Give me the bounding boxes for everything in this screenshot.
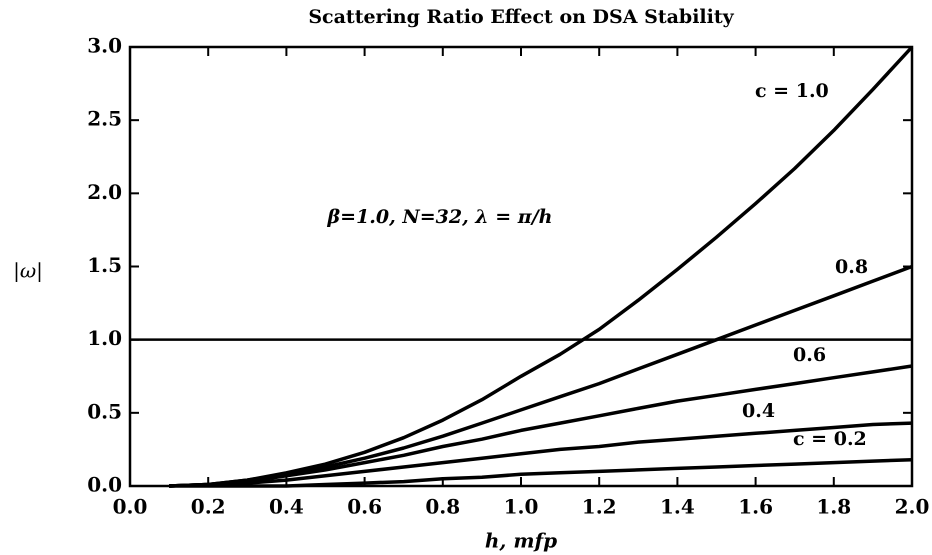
- x-tick-label: 0.0: [113, 495, 148, 519]
- series-label: c = 1.0: [755, 80, 829, 102]
- series-line: [169, 421, 913, 488]
- y-tick-label: 2.5: [87, 107, 122, 131]
- x-tick-label: 0.2: [191, 495, 226, 519]
- x-tick-label: 1.0: [504, 495, 539, 519]
- x-tick-label: 0.6: [347, 495, 382, 519]
- series-line: [169, 457, 913, 488]
- series-label: c = 0.2: [793, 428, 867, 450]
- y-tick-label: 3.0: [87, 34, 122, 58]
- series-label: 0.8: [835, 256, 868, 278]
- y-tick-label: 1.0: [87, 326, 122, 350]
- chart-title: Scattering Ratio Effect on DSA Stability: [308, 6, 734, 28]
- series-line: [169, 364, 913, 488]
- y-axis-label: |ω|: [13, 259, 43, 284]
- y-tick-label: 2.0: [87, 180, 122, 204]
- y-tick-label: 0.0: [87, 473, 122, 497]
- series-line: [169, 45, 914, 488]
- x-tick-label: 1.8: [816, 495, 851, 519]
- y-tick-label: 0.5: [87, 399, 122, 423]
- x-tick-label: 1.6: [738, 495, 773, 519]
- annotation: β=1.0, N=32, λ = π/h: [327, 206, 553, 228]
- y-tick-label: 1.5: [87, 253, 122, 277]
- x-axis-label: h, mfp: [485, 529, 557, 553]
- series-label: 0.6: [793, 344, 826, 366]
- x-tick-label: 0.4: [269, 495, 304, 519]
- x-tick-label: 0.8: [425, 495, 460, 519]
- x-tick-label: 1.4: [660, 495, 695, 519]
- plot-frame: [128, 45, 914, 488]
- x-tick-label: 1.2: [582, 495, 617, 519]
- x-tick-label: 2.0: [895, 495, 930, 519]
- series-label: 0.4: [742, 400, 775, 422]
